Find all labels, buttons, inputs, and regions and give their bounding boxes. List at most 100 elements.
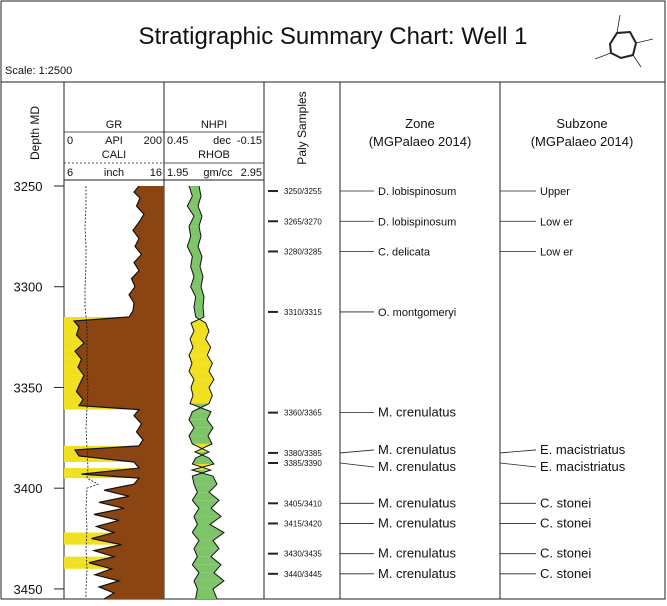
separation-fill: [190, 276, 203, 287]
separation-fill: [194, 306, 204, 317]
crossover-sand-fill: [189, 371, 214, 380]
depth-axis: 3250 3300 3350 3400 3450: [14, 179, 64, 597]
zone-label: M. crenulatus: [378, 515, 457, 530]
zone-label: D. lobispinosum: [378, 216, 456, 228]
crossover-sand-fill: [191, 387, 213, 396]
cali-unit: inch: [104, 167, 124, 179]
separation-fill: [189, 411, 211, 420]
zone-label: C. delicata: [378, 246, 431, 258]
sample-label: 3415/3420: [284, 519, 322, 528]
sample-label: 3265/3270: [284, 217, 322, 226]
zone-label: M. crenulatus: [378, 459, 457, 474]
gr-track: [64, 185, 164, 600]
separation-fill: [189, 419, 213, 428]
zone-connector: [339, 449, 375, 454]
depth-header: Depth MD: [28, 106, 42, 160]
subzone-connector: [499, 449, 537, 454]
separation-fill: [194, 296, 204, 307]
separation-fill: [187, 196, 201, 207]
paly-samples-track: 3250/3255 3265/3270 3280/3285 3310/3315 3360…: [268, 187, 322, 579]
subzone-header-sub: (MGPalaeo 2014): [531, 134, 634, 149]
depth-tick-label: 3250: [14, 179, 43, 194]
cali-curve: [84, 186, 99, 599]
scale-label: Scale: 1:2500: [5, 65, 72, 77]
crossover-sand-fill: [189, 363, 213, 372]
separation-fill: [192, 564, 221, 573]
gr-shale-top: [74, 186, 164, 599]
rhob-name: RHOB: [198, 149, 230, 161]
cali-min: 6: [67, 167, 73, 179]
gr-name: GR: [106, 119, 123, 131]
rhob-unit: gm/cc: [203, 167, 233, 179]
nphi-track-header: NHPI 0.45 dec -0.15 RHOB 1.95 gm/cc 2.95: [164, 119, 264, 179]
zone-label: M. crenulatus: [378, 442, 457, 457]
separation-fill: [190, 266, 203, 277]
zone-track: D. lobispinosum D. lobispinosum C. delicat…: [339, 186, 457, 581]
rhob-min: 1.95: [167, 167, 188, 179]
sample-label: 3385/3390: [284, 459, 322, 468]
sample-label: 3405/3410: [284, 499, 322, 508]
gr-unit: API: [105, 135, 123, 147]
sample-label: 3380/3385: [284, 449, 322, 458]
zone-header-sub: (MGPalaeo 2014): [369, 134, 472, 149]
rhob-curve: [188, 185, 225, 600]
sample-label: 3280/3285: [284, 247, 322, 256]
depth-tick-label: 3300: [14, 280, 43, 295]
separation-fill: [194, 540, 219, 549]
well-symbol-icon: [594, 14, 654, 68]
sample-label: 3250/3255: [284, 187, 322, 196]
zone-label: D. lobispinosum: [378, 186, 456, 198]
sample-label: 3440/3445: [284, 570, 322, 579]
zone-label: M. crenulatus: [378, 546, 457, 561]
crossover-sand-fill: [190, 339, 211, 348]
cali-name: CALI: [102, 149, 126, 161]
gr-max: 200: [144, 135, 162, 147]
separation-fill: [187, 236, 201, 247]
sample-label: 3310/3315: [284, 308, 322, 317]
cali-max: 16: [150, 167, 162, 179]
zone-header-title: Zone: [405, 116, 435, 131]
crossover-sand-fill: [190, 395, 213, 404]
separation-fill: [189, 226, 201, 237]
gr-curve: [72, 185, 145, 600]
sample-label: 3430/3435: [284, 550, 322, 559]
separation-fill: [194, 484, 217, 493]
zone-label: M. crenulatus: [378, 566, 457, 581]
separation-fill: [194, 508, 221, 517]
zone-label: O. montgomeryi: [378, 307, 456, 319]
subzone-track: Upper Low er Low er E. macistriatus E. macis…: [499, 186, 626, 581]
separation-fill: [187, 246, 202, 257]
nphi-name: NHPI: [201, 119, 227, 131]
depth-tick-label: 3450: [14, 582, 43, 597]
sample-label: 3360/3365: [284, 409, 322, 418]
subzone-label: Low er: [540, 216, 573, 228]
separation-fill: [187, 206, 202, 217]
zone-connector: [339, 462, 375, 468]
crossover-sand-fill: [189, 355, 213, 364]
separation-fill: [192, 492, 219, 501]
crossover-sand-fill: [189, 347, 211, 356]
nphi-rhob-track: [186, 185, 225, 600]
subzone-label: E. macistriatus: [540, 442, 626, 457]
crossover-sand-fill: [191, 379, 214, 388]
separation-fill: [192, 457, 214, 465]
rhob-max: 2.95: [241, 167, 262, 179]
separation-fill: [189, 427, 213, 436]
separation-fill: [192, 476, 217, 485]
subzone-label: E. macistriatus: [540, 459, 626, 474]
gr-track-header: GR 0 API 200 CALI 6 inch 16: [64, 119, 164, 179]
subzone-label: C. stonei: [540, 546, 591, 561]
depth-tick-label: 3350: [14, 380, 43, 395]
subzone-label: Upper: [540, 186, 570, 198]
zone-label: M. crenulatus: [378, 405, 457, 420]
separation-fill: [195, 588, 217, 599]
subzone-header-title: Subzone: [556, 116, 607, 131]
subzone-label: C. stonei: [540, 495, 591, 510]
nphi-min: 0.45: [167, 135, 188, 147]
separation-fill: [192, 532, 224, 541]
subzone-label: Low er: [540, 246, 573, 258]
subzone-label: C. stonei: [540, 566, 591, 581]
nphi-max: -0.15: [237, 135, 262, 147]
